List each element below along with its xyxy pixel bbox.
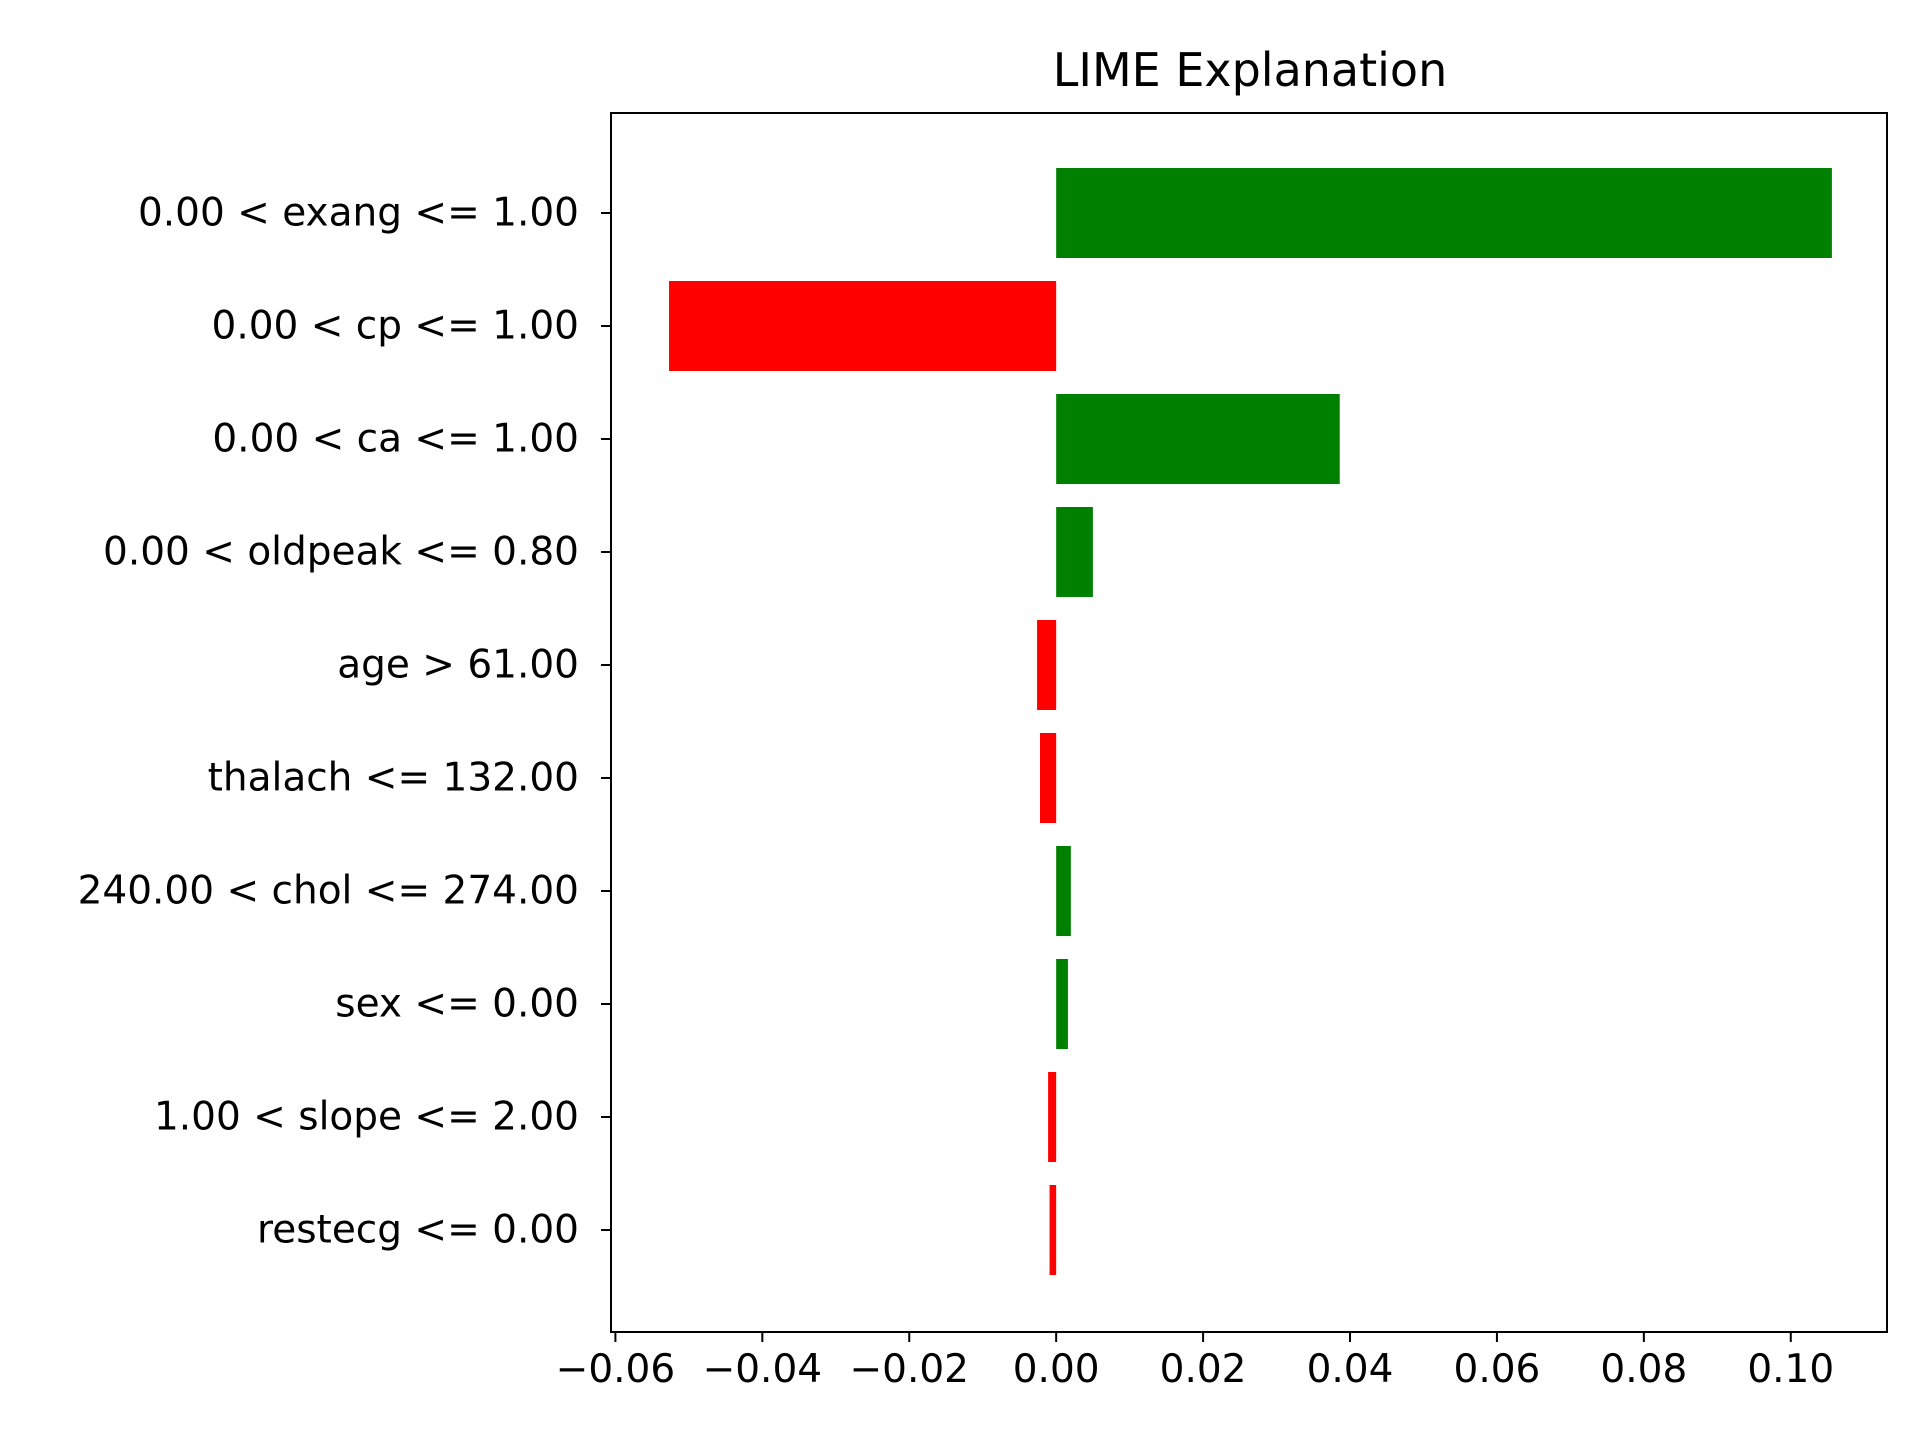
y-tick-label-8: 1.00 < slope <= 2.00 (154, 1095, 579, 1140)
bars-layer (669, 168, 1832, 1275)
y-tick-label-1: 0.00 < cp <= 1.00 (212, 304, 580, 349)
x-tick-label-7: 0.08 (1600, 1347, 1687, 1392)
bar-6 (1056, 846, 1071, 936)
x-tick-label-5: 0.04 (1307, 1347, 1394, 1392)
x-tick-label-6: 0.06 (1454, 1347, 1541, 1392)
bar-2 (1056, 394, 1340, 484)
y-tick-label-3: 0.00 < oldpeak <= 0.80 (103, 530, 579, 575)
y-tick-label-2: 0.00 < ca <= 1.00 (212, 417, 579, 462)
x-tick-label-0: −0.06 (556, 1347, 676, 1392)
bar-7 (1056, 959, 1068, 1049)
y-axis: 0.00 < exang <= 1.00 0.00 < cp <= 1.00 0.0… (78, 191, 611, 1253)
x-tick-label-4: 0.02 (1160, 1347, 1247, 1392)
x-tick-label-3: 0.00 (1013, 1347, 1100, 1392)
x-tick-label-1: −0.04 (703, 1347, 823, 1392)
y-tick-label-6: 240.00 < chol <= 274.00 (78, 869, 579, 914)
bar-3 (1056, 507, 1093, 597)
bar-5 (1040, 733, 1057, 823)
x-tick-label-2: −0.02 (849, 1347, 969, 1392)
bar-4 (1037, 620, 1057, 710)
y-tick-label-9: restecg <= 0.00 (257, 1208, 579, 1253)
plot-frame (610, 112, 1888, 1333)
y-tick-label-4: age > 61.00 (337, 643, 579, 688)
x-tick-label-8: 0.10 (1747, 1347, 1834, 1392)
bar-0 (1056, 168, 1832, 258)
y-tick-label-5: thalach <= 132.00 (208, 756, 579, 801)
y-tick-label-0: 0.00 < exang <= 1.00 (138, 191, 579, 236)
chart-title: LIME Explanation (1053, 43, 1447, 97)
bar-8 (1048, 1072, 1057, 1162)
bar-1 (669, 281, 1057, 371)
bar-9 (1049, 1185, 1057, 1275)
x-axis: −0.06 −0.04 −0.02 0.00 0.02 0.04 0.06 0.08 0.10 (556, 1332, 1834, 1392)
y-tick-label-7: sex <= 0.00 (335, 982, 579, 1027)
